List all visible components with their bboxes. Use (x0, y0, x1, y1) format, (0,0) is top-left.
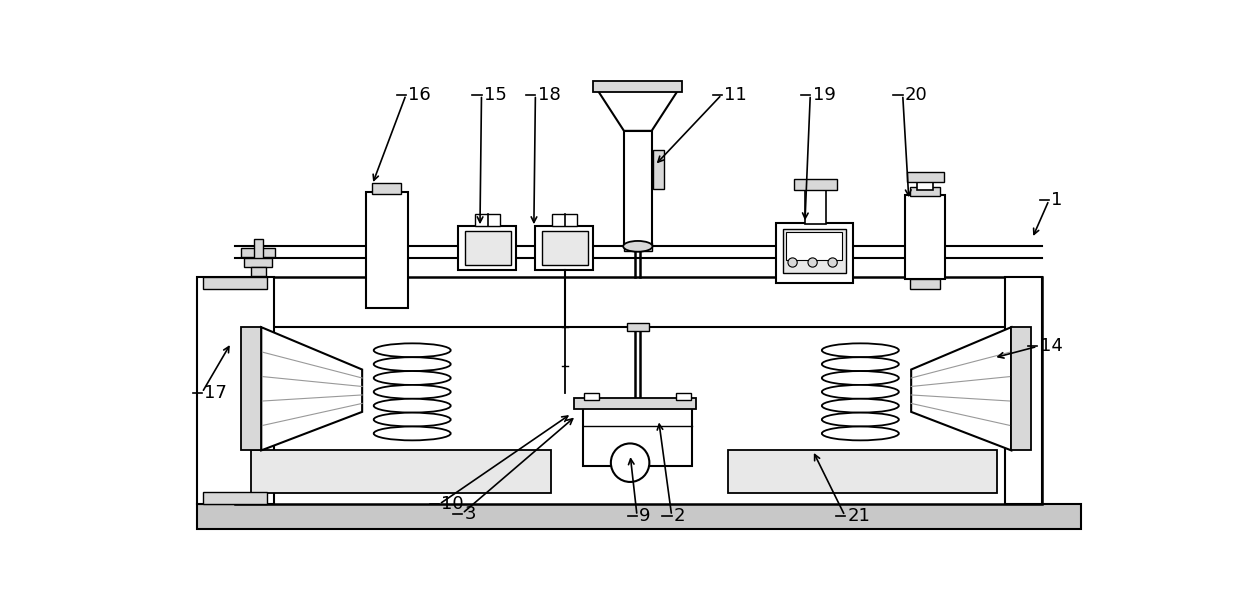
Bar (653, 150, 663, 189)
Bar (236, 277, 1042, 504)
Bar (574, 398, 696, 409)
Bar (366, 192, 408, 308)
Ellipse shape (822, 426, 899, 440)
Ellipse shape (373, 357, 450, 371)
Ellipse shape (373, 399, 450, 413)
Text: 11: 11 (724, 86, 746, 104)
Ellipse shape (822, 385, 899, 399)
Bar (552, 214, 577, 227)
Bar (786, 233, 842, 260)
Text: 15: 15 (484, 86, 507, 104)
Ellipse shape (373, 343, 450, 357)
Bar (676, 393, 691, 400)
Ellipse shape (624, 241, 652, 252)
Bar (459, 225, 516, 270)
Ellipse shape (373, 413, 450, 426)
Text: 3: 3 (465, 504, 476, 523)
Ellipse shape (822, 399, 899, 413)
Bar (197, 504, 1080, 529)
Bar (1006, 277, 1042, 504)
Bar (627, 323, 649, 331)
Ellipse shape (373, 385, 450, 399)
Bar (536, 225, 593, 270)
Polygon shape (911, 327, 1012, 451)
Bar (905, 195, 945, 280)
Ellipse shape (822, 371, 899, 385)
Text: 14: 14 (1040, 337, 1063, 356)
Text: 9: 9 (640, 507, 651, 525)
Bar (794, 179, 837, 190)
Bar (1012, 327, 1032, 451)
Bar (465, 231, 511, 265)
Ellipse shape (373, 371, 450, 385)
Circle shape (611, 443, 650, 482)
Text: 19: 19 (812, 86, 836, 104)
Text: 21: 21 (847, 507, 870, 525)
Bar (250, 267, 265, 276)
Text: 17: 17 (205, 384, 227, 401)
Bar (372, 183, 402, 194)
Text: 18: 18 (538, 86, 560, 104)
Ellipse shape (822, 343, 899, 357)
Bar (203, 492, 268, 504)
Bar (203, 277, 268, 289)
Text: 20: 20 (905, 86, 928, 104)
Bar (784, 230, 847, 272)
Text: 10: 10 (441, 495, 464, 513)
Bar (475, 214, 500, 227)
Text: 1: 1 (1052, 191, 1063, 209)
Text: 2: 2 (675, 507, 686, 525)
Circle shape (828, 258, 837, 267)
Bar (593, 81, 682, 91)
Ellipse shape (373, 426, 450, 440)
Circle shape (787, 258, 797, 267)
Bar (906, 172, 944, 183)
Bar (805, 189, 826, 224)
Bar (776, 224, 853, 283)
Bar (242, 327, 262, 451)
Bar (624, 131, 652, 246)
Ellipse shape (822, 413, 899, 426)
Bar (910, 280, 940, 289)
Bar (244, 258, 272, 267)
Polygon shape (595, 87, 681, 131)
Bar (197, 277, 274, 504)
Bar (542, 231, 588, 265)
Circle shape (808, 258, 817, 267)
Bar (916, 181, 934, 190)
Bar (624, 243, 652, 251)
Bar (242, 248, 275, 257)
Bar (584, 393, 599, 400)
Bar (253, 239, 263, 260)
Bar (728, 451, 997, 493)
Bar (910, 187, 940, 196)
Polygon shape (262, 327, 362, 451)
Ellipse shape (822, 357, 899, 371)
Text: 16: 16 (408, 86, 432, 104)
Bar (250, 451, 551, 493)
Bar (583, 403, 692, 466)
